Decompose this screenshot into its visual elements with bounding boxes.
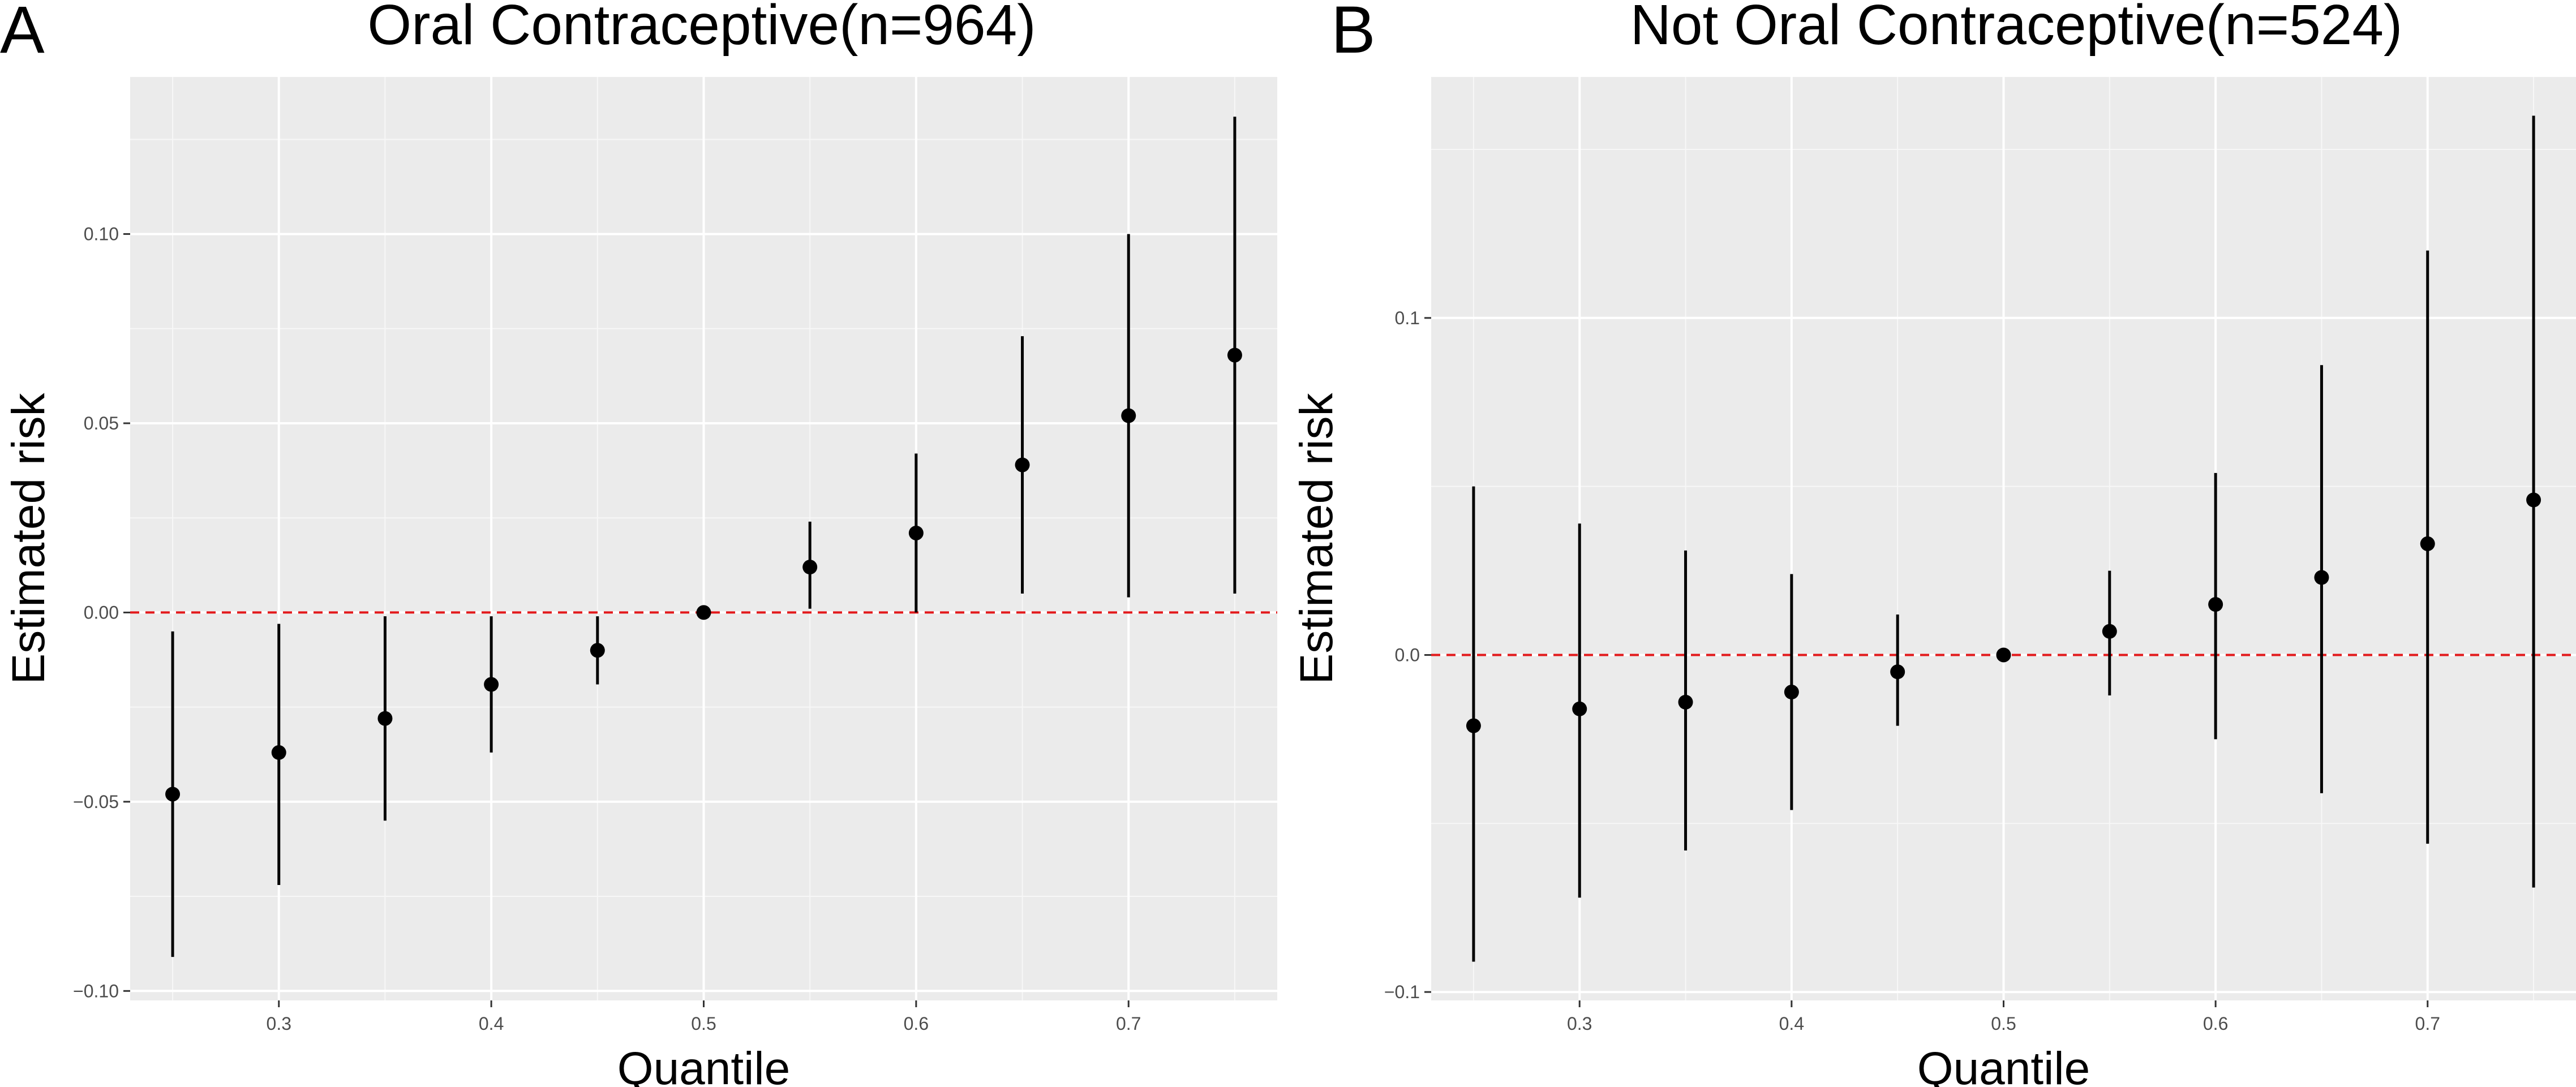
x-tick-label: 0.4 xyxy=(479,1013,504,1034)
data-point xyxy=(484,677,499,692)
x-tick-label: 0.3 xyxy=(1567,1013,1592,1034)
x-tick-label: 0.6 xyxy=(2203,1013,2228,1034)
y-tick-label: 0.05 xyxy=(84,413,119,433)
data-point xyxy=(271,745,286,760)
data-point xyxy=(696,605,711,620)
panel-label: B xyxy=(1331,0,1376,67)
panel-a: A Oral Contraceptive(n=964) 0.3 0.4 0.5 0.6… xyxy=(0,0,1277,1087)
x-tick-label: 0.3 xyxy=(267,1013,291,1034)
y-tick-label: −0.1 xyxy=(1384,982,1420,1002)
x-tick-label: 0.5 xyxy=(691,1013,716,1034)
data-point xyxy=(2208,597,2223,612)
x-axis-title: Quantile xyxy=(1917,1043,2090,1087)
x-tick-label: 0.5 xyxy=(1991,1013,2016,1034)
chart-b: 0.3 0.4 0.5 0.6 0.7 −0.1 0.0 0.1 Quantile Estimat… xyxy=(1291,77,2576,1087)
data-point xyxy=(908,525,924,540)
chart-title: Oral Contraceptive(n=964) xyxy=(367,0,1036,57)
data-point xyxy=(2420,536,2435,551)
chart-title: Not Oral Contraceptive(n=524) xyxy=(1630,0,2403,57)
chart-a: 0.3 0.4 0.5 0.6 0.7 −0.10 −0.05 0.00 0.05 0.10 Qua… xyxy=(3,77,1277,1087)
panel-label: A xyxy=(0,0,45,67)
data-point xyxy=(590,643,605,658)
y-tick-label: 0.0 xyxy=(1395,645,1420,665)
x-tick-label: 0.7 xyxy=(1116,1013,1141,1034)
y-tick-label: 0.00 xyxy=(84,602,119,622)
y-tick-label: 0.1 xyxy=(1395,308,1420,328)
data-point xyxy=(2102,624,2117,639)
panel-b: B Not Oral Contraceptive(n=524) 0.3 0.4 0.… xyxy=(1288,0,2576,1087)
data-point xyxy=(165,787,181,802)
y-tick-label: −0.10 xyxy=(73,981,119,1001)
data-point xyxy=(1890,664,1905,680)
data-point xyxy=(1996,647,2011,663)
data-point xyxy=(1227,347,1242,363)
data-point xyxy=(2526,492,2541,508)
y-axis-title: Estimated risk xyxy=(1291,393,1342,685)
data-point xyxy=(2314,570,2329,585)
data-point xyxy=(1678,694,1693,710)
y-axis-title: Estimated risk xyxy=(3,393,54,685)
x-tick-label: 0.4 xyxy=(1779,1013,1804,1034)
data-point xyxy=(802,560,818,575)
y-tick-label: 0.10 xyxy=(84,224,119,244)
x-tick-label: 0.7 xyxy=(2415,1013,2440,1034)
y-tick-label: −0.05 xyxy=(73,792,119,812)
data-point xyxy=(1572,701,1587,716)
data-point xyxy=(377,711,393,726)
data-point xyxy=(1015,457,1030,472)
data-point xyxy=(1466,718,1481,733)
x-tick-label: 0.6 xyxy=(904,1013,929,1034)
data-point xyxy=(1784,685,1799,700)
data-point xyxy=(1121,408,1136,423)
x-axis-title: Quantile xyxy=(617,1043,790,1087)
